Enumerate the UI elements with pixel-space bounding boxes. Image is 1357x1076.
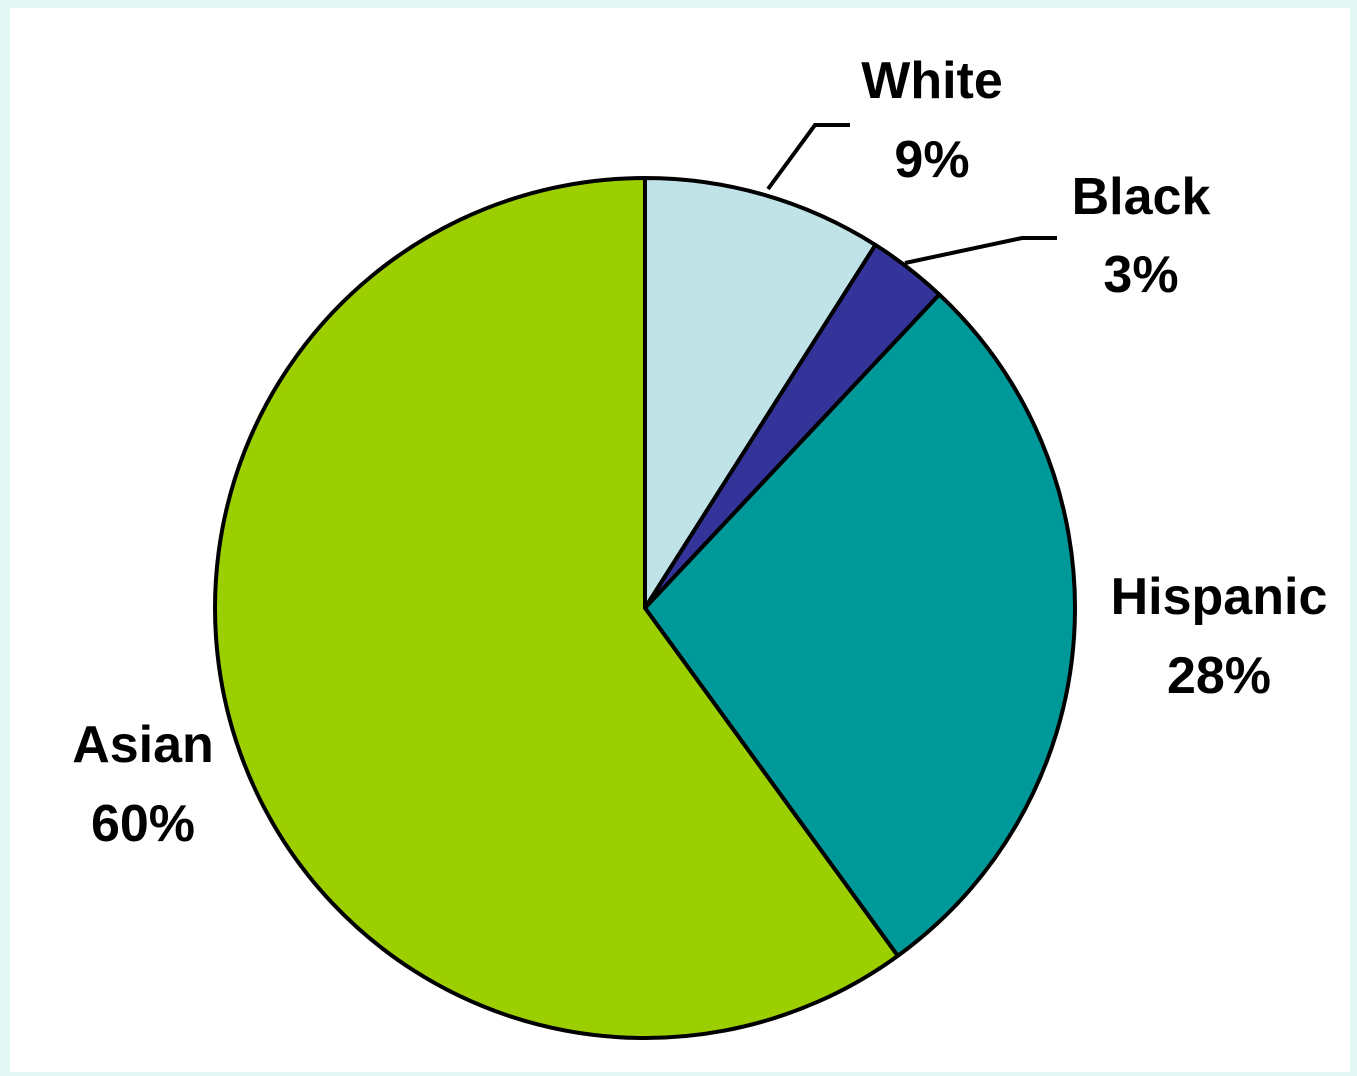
slice-label-hispanic: Hispanic	[1111, 568, 1328, 626]
slice-labels: White 9% Black 3% Hispanic 28% Asian 60%	[72, 52, 1327, 853]
pie-slices	[213, 176, 1077, 1040]
slice-label-white: White	[861, 52, 1003, 110]
leader-lines	[766, 123, 1057, 265]
leader-line-white	[766, 123, 850, 191]
slice-value-black: 3%	[1103, 246, 1178, 304]
pie-slice-white	[643, 176, 878, 610]
slice-label-asian: Asian	[72, 716, 214, 774]
slice-label-black: Black	[1072, 168, 1211, 226]
pie-slice-asian	[213, 176, 900, 1040]
slice-value-asian: 60%	[91, 795, 195, 853]
slice-value-white: 9%	[894, 131, 969, 189]
leader-line-black	[904, 236, 1057, 265]
slice-value-hispanic: 28%	[1167, 647, 1271, 705]
pie-slice-hispanic	[643, 292, 1077, 958]
